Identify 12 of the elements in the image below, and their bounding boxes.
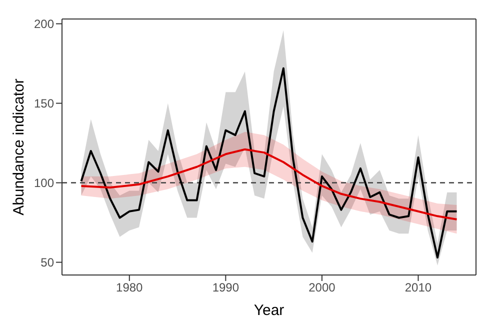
x-tick-label: 1990 <box>212 280 240 295</box>
x-tick-label: 2000 <box>308 280 336 295</box>
x-axis-title: Year <box>254 302 284 319</box>
line-series <box>80 67 458 259</box>
y-axis-title: Abundance indicator <box>10 78 28 216</box>
y-tick-label: 100 <box>34 176 54 190</box>
y-tick-label: 150 <box>34 96 54 111</box>
y-tick-label: 50 <box>40 256 54 270</box>
x-tick-label: 1980 <box>116 280 144 295</box>
x-tick-label: 2010 <box>404 280 432 295</box>
y-tick-label: 200 <box>34 17 54 32</box>
line-series <box>80 148 458 220</box>
